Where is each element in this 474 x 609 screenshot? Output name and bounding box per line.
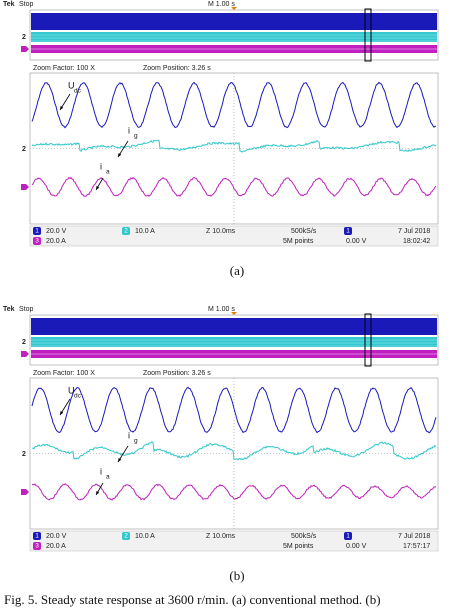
overview-ch1 xyxy=(31,13,437,30)
arrow-head xyxy=(60,411,64,415)
channel-badge xyxy=(122,532,130,540)
brand: Tek xyxy=(3,306,15,313)
timebase: M 1.00 s xyxy=(208,1,235,8)
overview-ch2 xyxy=(31,337,437,347)
label-sub: g xyxy=(134,438,138,445)
ch1-scale: 20.0 V xyxy=(46,228,67,235)
ch3-marker xyxy=(21,489,29,495)
arrow-head xyxy=(118,153,122,157)
figure-caption: Fig. 5. Steady state response at 3600 r/… xyxy=(4,592,381,607)
channel-badge xyxy=(33,227,41,235)
readout-bar xyxy=(29,225,439,247)
channel-badge xyxy=(122,227,130,235)
arrow-head xyxy=(96,491,100,495)
zoom-position: Zoom Position: 3.26 s xyxy=(143,370,211,377)
zoom-position: Zoom Position: 3.26 s xyxy=(143,65,211,72)
ig-wave xyxy=(31,139,437,153)
sample-rate: 500kS/s xyxy=(291,228,317,235)
record-length: 5M points xyxy=(283,238,314,245)
channel-badge xyxy=(344,227,352,235)
zoom-time: Z 10.0ms xyxy=(206,228,236,235)
zoom-factor: Zoom Factor: 100 X xyxy=(33,370,95,377)
label-sub: a xyxy=(106,474,110,481)
arrow-head xyxy=(118,458,122,462)
udc-wave xyxy=(31,81,437,129)
readout-bar xyxy=(29,530,439,552)
label-sub: dc xyxy=(74,393,82,400)
record-length: 5M points xyxy=(283,543,314,550)
sample-rate: 500kS/s xyxy=(291,533,317,540)
trigger-pos xyxy=(231,7,237,10)
overview-marker: 2 xyxy=(22,34,26,41)
panel-caption: (a) xyxy=(230,263,244,278)
oscilloscope-panel: Tek Stop M 1.00 s 2 Zoom Factor: 100 X Zoom P… xyxy=(3,306,439,583)
label: i xyxy=(100,466,102,476)
arrow-head xyxy=(60,106,64,110)
timebase: M 1.00 s xyxy=(208,306,235,313)
zoom-factor: Zoom Factor: 100 X xyxy=(33,65,95,72)
label: i xyxy=(128,430,130,440)
zoom-window xyxy=(364,313,372,367)
label: U xyxy=(68,385,75,395)
time: 17:57:17 xyxy=(403,543,430,550)
ig-wave xyxy=(31,440,437,461)
channel-number: 3 xyxy=(35,238,39,245)
ch3-scale: 20.0 A xyxy=(46,238,66,245)
ch2-scale: 10.0 A xyxy=(135,533,155,540)
oscilloscope-panel: Tek Stop M 1.00 s 2 Zoom Factor: 100 X Zoom P… xyxy=(3,1,439,278)
date: 7 Jul 2018 xyxy=(398,533,430,540)
label: U xyxy=(68,80,75,90)
status: Stop xyxy=(19,1,34,8)
overview-ch1 xyxy=(31,318,437,335)
label-sub: a xyxy=(106,169,110,176)
channel-number: 1 xyxy=(346,228,350,235)
label-sub: dc xyxy=(74,88,82,95)
time: 18:02:42 xyxy=(403,238,430,245)
channel-number: 2 xyxy=(124,228,128,235)
channel-number: 1 xyxy=(35,228,39,235)
channel-badge xyxy=(33,532,41,540)
ia-wave xyxy=(31,483,437,501)
channel-badge xyxy=(33,542,41,550)
zoom-marker: 2 xyxy=(22,451,26,458)
panel-caption: (b) xyxy=(229,568,244,583)
ch1-scale: 20.0 V xyxy=(46,533,67,540)
overview-ch2 xyxy=(31,32,437,42)
zoom-marker: 2 xyxy=(22,146,26,153)
ch3-marker xyxy=(21,351,29,357)
ch3-marker xyxy=(21,46,29,52)
channel-number: 1 xyxy=(35,533,39,540)
label: i xyxy=(100,161,102,171)
arrow-head xyxy=(96,186,100,190)
label-sub: g xyxy=(134,133,138,140)
ch3-marker xyxy=(21,184,29,190)
label: i xyxy=(128,125,130,135)
ia-wave xyxy=(31,176,437,198)
channel-number: 2 xyxy=(124,533,128,540)
channel-badge xyxy=(344,532,352,540)
overview-marker: 2 xyxy=(22,339,26,346)
channel-number: 3 xyxy=(35,543,39,550)
trigger-pos xyxy=(231,312,237,315)
udc-wave xyxy=(31,386,437,434)
ch3-scale: 20.0 A xyxy=(46,543,66,550)
date: 7 Jul 2018 xyxy=(398,228,430,235)
channel-number: 1 xyxy=(346,533,350,540)
zoom-time: Z 10.0ms xyxy=(206,533,236,540)
trigger-level: 0.00 V xyxy=(346,543,367,550)
status: Stop xyxy=(19,306,34,313)
trigger-level: 0.00 V xyxy=(346,238,367,245)
ch2-scale: 10.0 A xyxy=(135,228,155,235)
brand: Tek xyxy=(3,1,15,8)
channel-badge xyxy=(33,237,41,245)
zoom-window xyxy=(364,8,372,62)
